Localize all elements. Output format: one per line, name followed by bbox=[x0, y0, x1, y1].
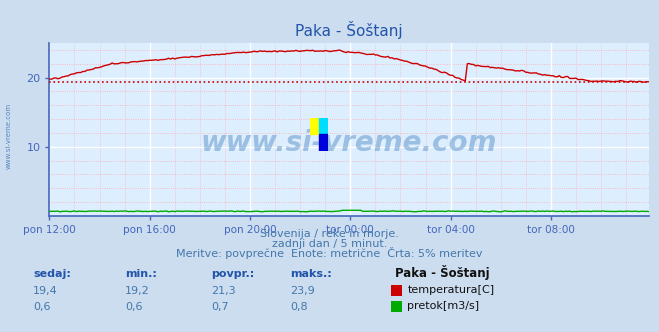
Text: 0,8: 0,8 bbox=[290, 302, 308, 312]
Text: 0,7: 0,7 bbox=[211, 302, 229, 312]
Text: 0,6: 0,6 bbox=[33, 302, 51, 312]
Text: povpr.:: povpr.: bbox=[211, 269, 254, 279]
Text: Slovenija / reke in morje.: Slovenija / reke in morje. bbox=[260, 229, 399, 239]
Text: Paka - Šoštanj: Paka - Šoštanj bbox=[395, 265, 490, 280]
Text: 23,9: 23,9 bbox=[290, 286, 315, 296]
Text: sedaj:: sedaj: bbox=[33, 269, 71, 279]
Title: Paka - Šoštanj: Paka - Šoštanj bbox=[295, 21, 403, 39]
Text: 21,3: 21,3 bbox=[211, 286, 235, 296]
Text: zadnji dan / 5 minut.: zadnji dan / 5 minut. bbox=[272, 239, 387, 249]
Text: 19,4: 19,4 bbox=[33, 286, 58, 296]
Bar bbox=[319, 118, 328, 134]
Text: www.si-vreme.com: www.si-vreme.com bbox=[5, 103, 12, 169]
Text: maks.:: maks.: bbox=[290, 269, 331, 279]
Bar bbox=[319, 134, 328, 151]
Text: Meritve: povprečne  Enote: metrične  Črta: 5% meritev: Meritve: povprečne Enote: metrične Črta:… bbox=[176, 247, 483, 259]
Text: min.:: min.: bbox=[125, 269, 157, 279]
Text: temperatura[C]: temperatura[C] bbox=[407, 285, 494, 295]
Text: pretok[m3/s]: pretok[m3/s] bbox=[407, 301, 479, 311]
Text: www.si-vreme.com: www.si-vreme.com bbox=[201, 129, 498, 157]
Bar bbox=[310, 118, 319, 134]
Text: 19,2: 19,2 bbox=[125, 286, 150, 296]
Text: 0,6: 0,6 bbox=[125, 302, 143, 312]
